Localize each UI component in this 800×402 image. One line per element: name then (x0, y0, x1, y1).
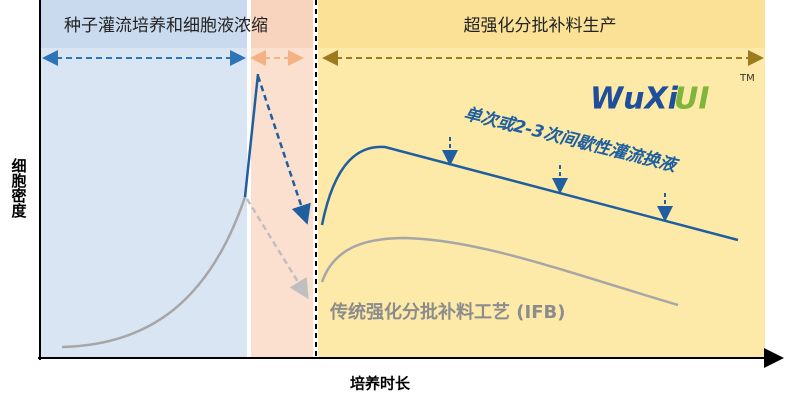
logo: WuXi UI TM (590, 73, 755, 117)
phase-label: 种子灌流培养和细胞液浓缩 (64, 16, 268, 36)
x-axis-label: 培养时长 (350, 375, 411, 393)
ifb-curve (320, 236, 679, 307)
trademark: TM (739, 73, 755, 84)
transfer-arrow (245, 198, 309, 300)
ifb-label: 传统强化分批补料工艺 (IFB) (329, 301, 565, 323)
y-axis-label: 细胞密度 (10, 157, 28, 219)
logo-text: WuXi (590, 82, 679, 117)
phase-label: 超强化分批补料生产 (464, 16, 617, 36)
seed-header (40, 0, 247, 48)
concentration-arrow (256, 75, 311, 225)
growth-curve (61, 196, 247, 349)
intensified-curve (320, 145, 739, 242)
perfusion-curve (243, 73, 260, 198)
concentration-header (251, 0, 313, 48)
production-header (318, 0, 765, 48)
concentration-region (251, 0, 313, 357)
logo-text: UI (674, 82, 710, 117)
seed-region (40, 0, 247, 357)
